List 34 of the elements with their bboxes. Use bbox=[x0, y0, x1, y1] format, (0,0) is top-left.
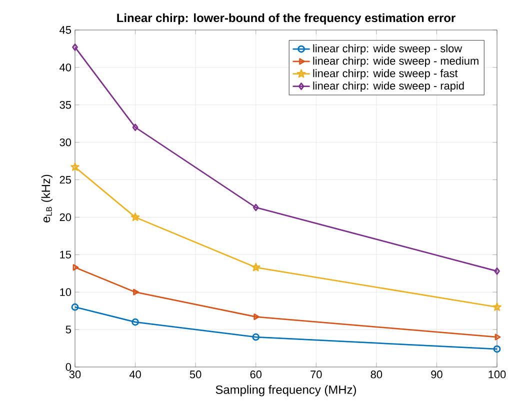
y-tick-label: 45 bbox=[60, 26, 72, 34]
y-tick-label: 25 bbox=[60, 176, 72, 184]
y-tick-label: 35 bbox=[60, 101, 72, 109]
x-axis-title: Sampling frequency (MHz) bbox=[216, 385, 356, 396]
y-tick-label: 10 bbox=[60, 288, 72, 296]
y-tick-label: 0 bbox=[66, 363, 72, 371]
x-tick-label: 50 bbox=[190, 370, 202, 378]
point bbox=[252, 333, 260, 341]
x-tick-label: 90 bbox=[431, 370, 442, 378]
legend-label: linear chirp: wide sweep - fast bbox=[313, 69, 458, 80]
x-tick-label: 80 bbox=[370, 370, 382, 378]
x-tick-label: 70 bbox=[310, 370, 322, 378]
point bbox=[130, 212, 140, 222]
point bbox=[132, 124, 138, 132]
x-tick-label: 60 bbox=[250, 370, 262, 378]
legend-label: linear chirp: wide sweep - rapid bbox=[313, 82, 464, 92]
point bbox=[251, 262, 260, 272]
y-tick-label: 40 bbox=[60, 64, 72, 72]
y-tick-label: 30 bbox=[60, 138, 72, 146]
point bbox=[132, 318, 139, 326]
x-tick-label: 100 bbox=[488, 370, 506, 378]
point bbox=[70, 162, 80, 171]
point bbox=[133, 288, 139, 296]
point bbox=[492, 302, 502, 311]
x-tick-label: 40 bbox=[129, 370, 141, 378]
y-axis-title: e$_{LB}$ (kHz) bbox=[41, 174, 52, 222]
point bbox=[252, 204, 259, 212]
y-tick-label: 15 bbox=[60, 250, 72, 258]
y-tick-label: 20 bbox=[60, 213, 72, 222]
legend-label: linear chirp: wide sweep - medium bbox=[313, 56, 478, 67]
legend-label: linear chirp: wide sweep - slow bbox=[313, 44, 462, 54]
chart-title: Linear chirp: lower-bound of the frequency estimation error bbox=[117, 13, 456, 25]
y-tick-label: 5 bbox=[66, 326, 72, 334]
point bbox=[254, 314, 260, 320]
